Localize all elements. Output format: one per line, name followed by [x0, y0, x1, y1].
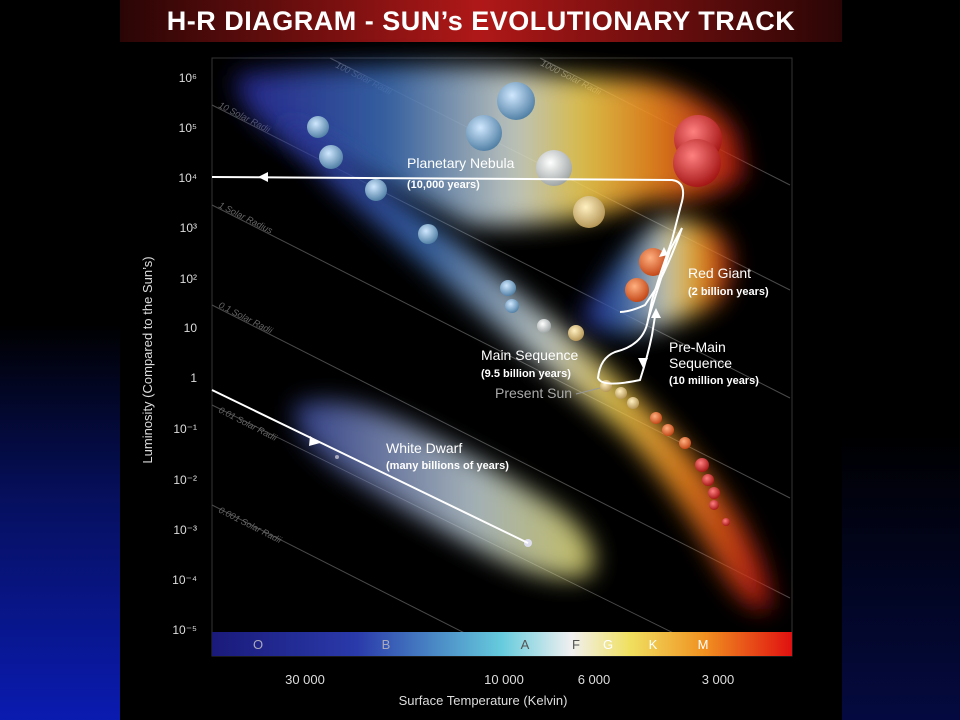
evolutionary-track: [211, 176, 685, 544]
star-marker: [365, 179, 387, 201]
star-marker: [568, 325, 584, 341]
star-marker: [537, 319, 551, 333]
star-marker: [673, 139, 721, 187]
diagram-title: H-R DIAGRAM - SUN’s EVOLUTIONARY TRACK: [166, 6, 796, 36]
radii-label-0.001: 0.001 Solar Radii: [217, 505, 284, 546]
spectral-class: F: [572, 637, 580, 652]
star-marker: [497, 82, 535, 120]
y-tick: 10⁻⁵: [172, 623, 197, 637]
arrow-marker: [258, 172, 268, 182]
star-marker: [466, 115, 502, 151]
arrow-marker: [638, 358, 648, 368]
y-tick: 10⁴: [178, 171, 197, 185]
star-marker: [709, 500, 719, 510]
red-giant-time: (2 billion years): [688, 286, 769, 298]
main-sequence-label: Main Sequence: [481, 347, 579, 363]
y-tick: 10⁶: [179, 71, 197, 85]
x-tick: 10 000: [484, 672, 524, 687]
star-marker: [625, 278, 649, 302]
background-left-panel: [0, 0, 120, 720]
spectral-class: O: [253, 637, 263, 652]
white-dwarf-time: (many billions of years): [386, 460, 509, 472]
y-tick: 10²: [180, 272, 197, 286]
planetary-nebula-time: (10,000 years): [407, 179, 480, 191]
x-axis-ticks: 30 000 10 000 6 000 3 000: [285, 672, 734, 687]
spectral-class: K: [649, 637, 658, 652]
spectral-class-bar: [212, 632, 792, 656]
y-axis-ticks: 10⁶ 10⁵ 10⁴ 10³ 10² 10 1 10⁻¹ 10⁻² 10⁻³ …: [172, 71, 197, 637]
star-marker: [615, 387, 627, 399]
star-marker: [679, 437, 691, 449]
star-marker: [627, 397, 639, 409]
planetary-nebula-label: Planetary Nebula: [407, 155, 515, 171]
star-marker: [650, 412, 662, 424]
star-marker: [505, 299, 519, 313]
giant-branch-region: [580, 219, 732, 334]
track-arrows: [258, 172, 668, 446]
star-marker: [418, 224, 438, 244]
radii-label-1: 1 Solar Radius: [217, 200, 275, 236]
star-marker: [702, 474, 714, 486]
arrow-marker: [309, 436, 320, 446]
arrow-marker: [651, 308, 661, 318]
star-marker: [500, 280, 516, 296]
y-tick: 10: [184, 321, 198, 335]
star-marker: [335, 455, 339, 459]
spectral-class: B: [382, 637, 391, 652]
spectral-class: G: [603, 637, 613, 652]
x-tick: 6 000: [578, 672, 611, 687]
pre-main-sequence-line1: Pre-Main: [669, 339, 726, 355]
radii-label-0.01: 0.01 Solar Radii: [217, 405, 279, 443]
spectral-class: M: [698, 637, 709, 652]
x-tick: 30 000: [285, 672, 325, 687]
main-sequence-time: (9.5 billion years): [481, 368, 571, 380]
x-axis-label: Surface Temperature (Kelvin): [399, 693, 568, 708]
star-marker: [695, 458, 709, 472]
stars: [307, 82, 730, 547]
white-dwarf-region: [294, 400, 594, 578]
y-tick: 10⁵: [179, 121, 197, 135]
star-marker: [307, 116, 329, 138]
star-marker: [573, 196, 605, 228]
main-sequence-region: [280, 120, 771, 611]
y-tick: 10³: [180, 221, 197, 235]
pre-main-sequence-line2: Sequence: [669, 355, 732, 371]
y-tick: 10⁻⁴: [172, 573, 197, 587]
star-marker: [722, 518, 730, 526]
y-tick: 10⁻¹: [173, 422, 197, 436]
arrow-marker: [659, 247, 668, 257]
star-marker: [662, 424, 674, 436]
present-sun-pointer: [575, 387, 601, 395]
star-marker: [319, 145, 343, 169]
spectral-class: A: [521, 637, 530, 652]
y-tick: 10⁻³: [173, 523, 197, 537]
red-giant-label: Red Giant: [688, 265, 751, 281]
star-marker: [536, 150, 572, 186]
star-marker: [708, 487, 720, 499]
spectral-class-labels: O B A F G K M: [253, 637, 708, 652]
present-sun-label: Present Sun: [495, 385, 572, 401]
y-tick: 1: [190, 371, 197, 385]
white-dwarf-label: White Dwarf: [386, 440, 462, 456]
background-right-panel: [842, 0, 960, 720]
x-tick: 3 000: [702, 672, 735, 687]
y-axis-label: Luminosity (Compared to the Sun’s): [140, 256, 155, 463]
pre-main-sequence-time: (10 million years): [669, 375, 759, 387]
y-tick: 10⁻²: [173, 473, 197, 487]
radii-label-0.1: 0.1 Solar Radii: [217, 300, 275, 336]
title-banner: [120, 0, 842, 42]
